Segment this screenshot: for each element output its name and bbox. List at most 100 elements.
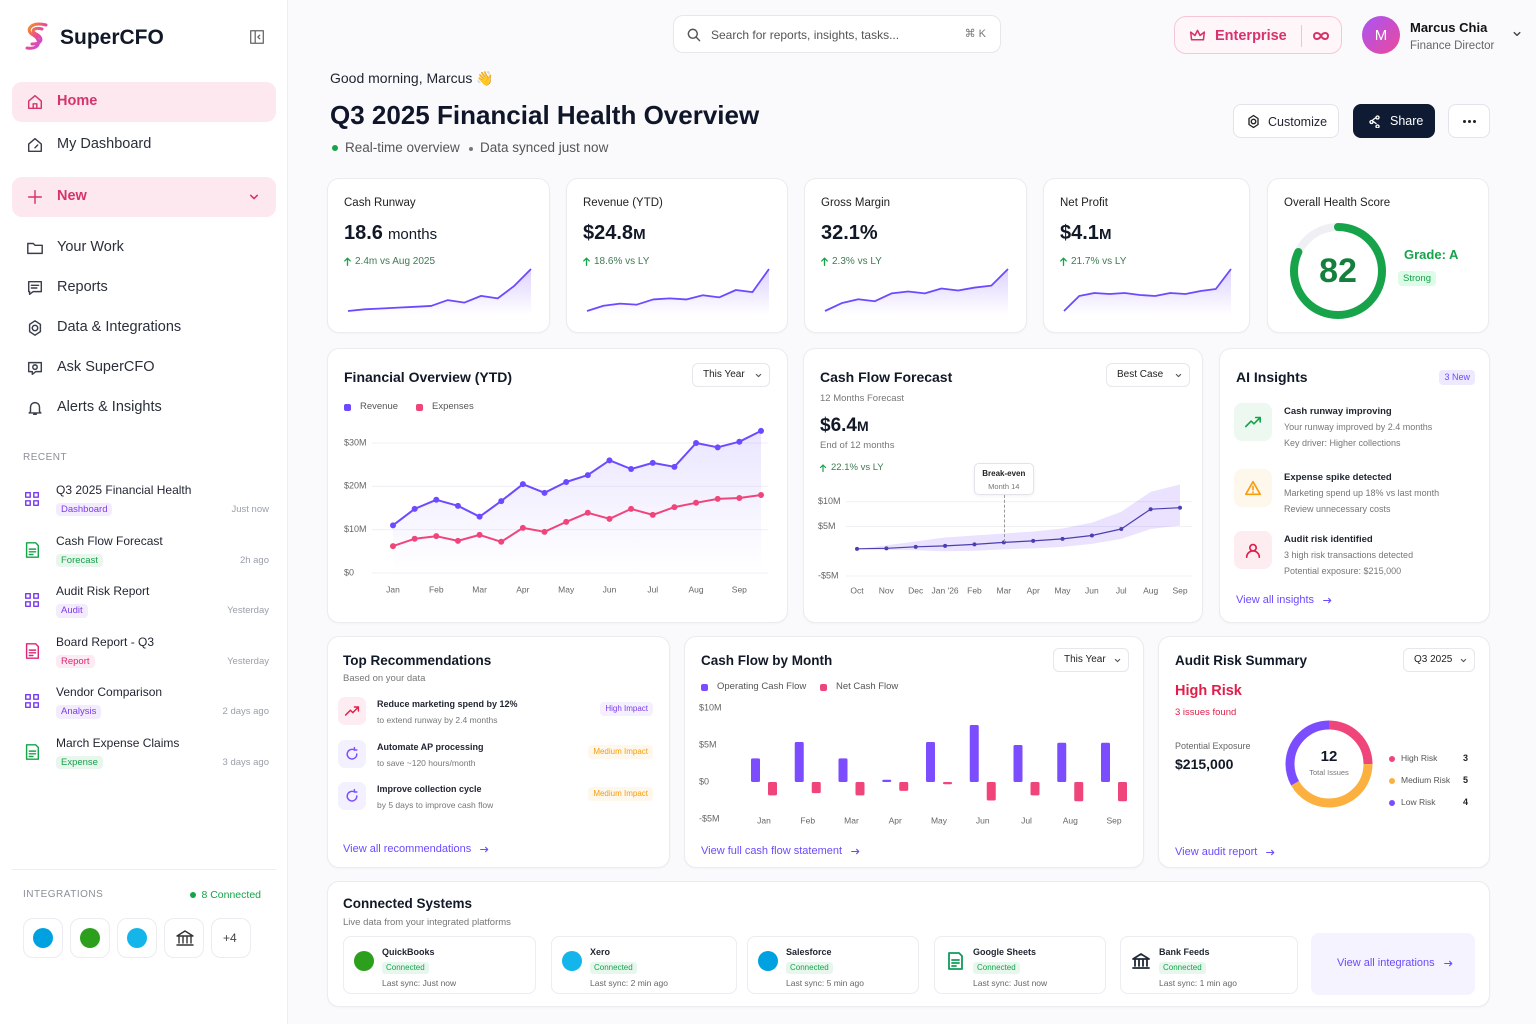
nav-item[interactable]: New	[57, 188, 87, 204]
nav-item[interactable]: Alerts & Insights	[57, 399, 162, 415]
series-point	[671, 463, 678, 470]
integration-card[interactable]: QuickBooks Connected Last sync: Just now	[343, 936, 536, 994]
icon	[344, 706, 360, 716]
integration-card[interactable]: Google Sheets Connected Last sync: Just no…	[934, 936, 1106, 994]
link[interactable]: View all recommendations	[343, 843, 472, 855]
nav-item[interactable]: My Dashboard	[57, 136, 152, 152]
avatar[interactable]: M	[1362, 16, 1400, 54]
nav-highlight[interactable]	[12, 177, 276, 217]
integration-status: Connected	[973, 962, 1020, 974]
exposure-value: $215,000	[1175, 756, 1234, 772]
series-point	[758, 427, 764, 434]
dropdown[interactable]: Best Case	[1106, 363, 1190, 387]
integration-card[interactable]: Bank Feeds Connected Last sync: 1 min ago	[1120, 936, 1298, 994]
y-tick-label: $20M	[344, 481, 367, 491]
dropdown[interactable]: This Year	[692, 363, 770, 387]
integration-logo[interactable]	[70, 918, 110, 958]
more-button[interactable]	[1448, 104, 1490, 138]
integration-card[interactable]: Xero Connected Last sync: 2 min ago	[551, 936, 737, 994]
integration-sync: Last sync: 5 min ago	[786, 978, 864, 988]
recent-title[interactable]: Vendor Comparison	[56, 685, 163, 700]
x-tick-label: Jan	[757, 815, 771, 825]
y-tick-label: $0	[699, 776, 709, 786]
dropdown[interactable]: This Year	[1053, 648, 1129, 672]
link[interactable]: View full cash flow statement	[701, 845, 843, 857]
integration-logo[interactable]: +4	[211, 918, 251, 958]
dropdown-label: Q3 2025	[1414, 654, 1453, 665]
series-point	[1148, 507, 1153, 512]
nav-item[interactable]: Ask SuperCFO	[57, 359, 155, 375]
kpi-value: 32.1%	[821, 222, 878, 245]
icon	[1248, 114, 1259, 129]
kpi-value: 18.6 months	[344, 222, 437, 245]
integration-logo[interactable]	[117, 918, 157, 958]
nav-item[interactable]: Reports	[57, 279, 108, 295]
integration-card[interactable]: Salesforce Connected Last sync: 5 min ago	[747, 936, 919, 994]
insight-icon	[1234, 469, 1272, 507]
series-point	[855, 546, 859, 551]
link[interactable]: View all insights	[1236, 594, 1315, 606]
recent-title[interactable]: Cash Flow Forecast	[56, 533, 163, 548]
series-point	[411, 505, 418, 512]
nav-item[interactable]: Home	[57, 93, 98, 109]
icon	[25, 541, 40, 558]
plan-badge[interactable]: Enterprise	[1174, 16, 1342, 54]
legend-dot	[1389, 756, 1395, 762]
view-all-integrations[interactable]: View all integrations	[1311, 933, 1475, 995]
kpi-unit: months	[387, 226, 438, 243]
share-button[interactable]: Share	[1353, 104, 1435, 138]
icon	[583, 257, 590, 267]
bar	[751, 758, 760, 782]
nav-item[interactable]: Your Work	[57, 239, 124, 255]
icon-shape	[1244, 416, 1262, 428]
kpi-unit: M	[633, 226, 646, 243]
customize-button[interactable]: Customize	[1233, 104, 1339, 138]
nav-highlight[interactable]	[12, 82, 276, 122]
icon	[250, 194, 258, 200]
logo-mark	[127, 928, 147, 948]
integration-logo	[354, 951, 374, 971]
nav-item[interactable]: Data & Integrations	[57, 319, 182, 335]
icon-shape	[28, 401, 42, 416]
link[interactable]: View all integrations	[1337, 957, 1435, 969]
integration-name: QuickBooks	[382, 947, 435, 957]
recent-title[interactable]: Audit Risk Report	[56, 584, 150, 599]
gauge-arc	[1290, 223, 1386, 319]
kpi-unit: M	[1098, 226, 1112, 243]
separator	[1301, 25, 1302, 47]
y-tick-label: $5M	[818, 521, 836, 531]
x-tick-label: Sep	[1172, 585, 1187, 595]
icon	[24, 694, 40, 709]
insight-line: Your runway improved by 2.4 months	[1284, 422, 1433, 432]
recommendation-icon	[338, 697, 366, 725]
recent-title[interactable]: March Expense Claims	[56, 736, 180, 750]
icon	[27, 361, 43, 376]
series-point	[649, 459, 656, 466]
link[interactable]: View audit report	[1175, 846, 1258, 858]
recent-title[interactable]: Q3 2025 Financial Health	[56, 483, 192, 497]
icon	[28, 320, 42, 336]
button-label: Share	[1390, 114, 1424, 128]
icon	[1132, 953, 1150, 969]
series-point	[563, 518, 570, 525]
bar	[1057, 742, 1067, 782]
x-tick-label: Feb	[967, 585, 982, 595]
search-box[interactable]: Search for reports, insights, tasks... ⌘ …	[673, 15, 1001, 53]
series-point	[736, 438, 743, 445]
recent-tag: Dashboard	[56, 503, 113, 517]
y-tick-label: $10M	[344, 524, 367, 534]
series-point	[519, 481, 526, 488]
dropdown[interactable]: Q3 2025	[1403, 648, 1475, 672]
forecast-change: 22.1% vs LY	[831, 462, 884, 473]
series-point	[628, 466, 635, 472]
integration-logo[interactable]	[164, 918, 204, 958]
icon-shape	[1189, 29, 1206, 41]
kpi-change: 18.6% vs LY	[594, 256, 650, 267]
integration-logo[interactable]	[23, 918, 63, 958]
kpi-label: Cash Runway	[344, 197, 416, 209]
legend-label: High Risk	[1401, 753, 1438, 763]
section-label: RECENT	[23, 452, 68, 463]
recent-title[interactable]: Board Report - Q3	[56, 634, 155, 649]
icon-shape	[25, 642, 40, 659]
legend-swatch	[416, 404, 423, 411]
